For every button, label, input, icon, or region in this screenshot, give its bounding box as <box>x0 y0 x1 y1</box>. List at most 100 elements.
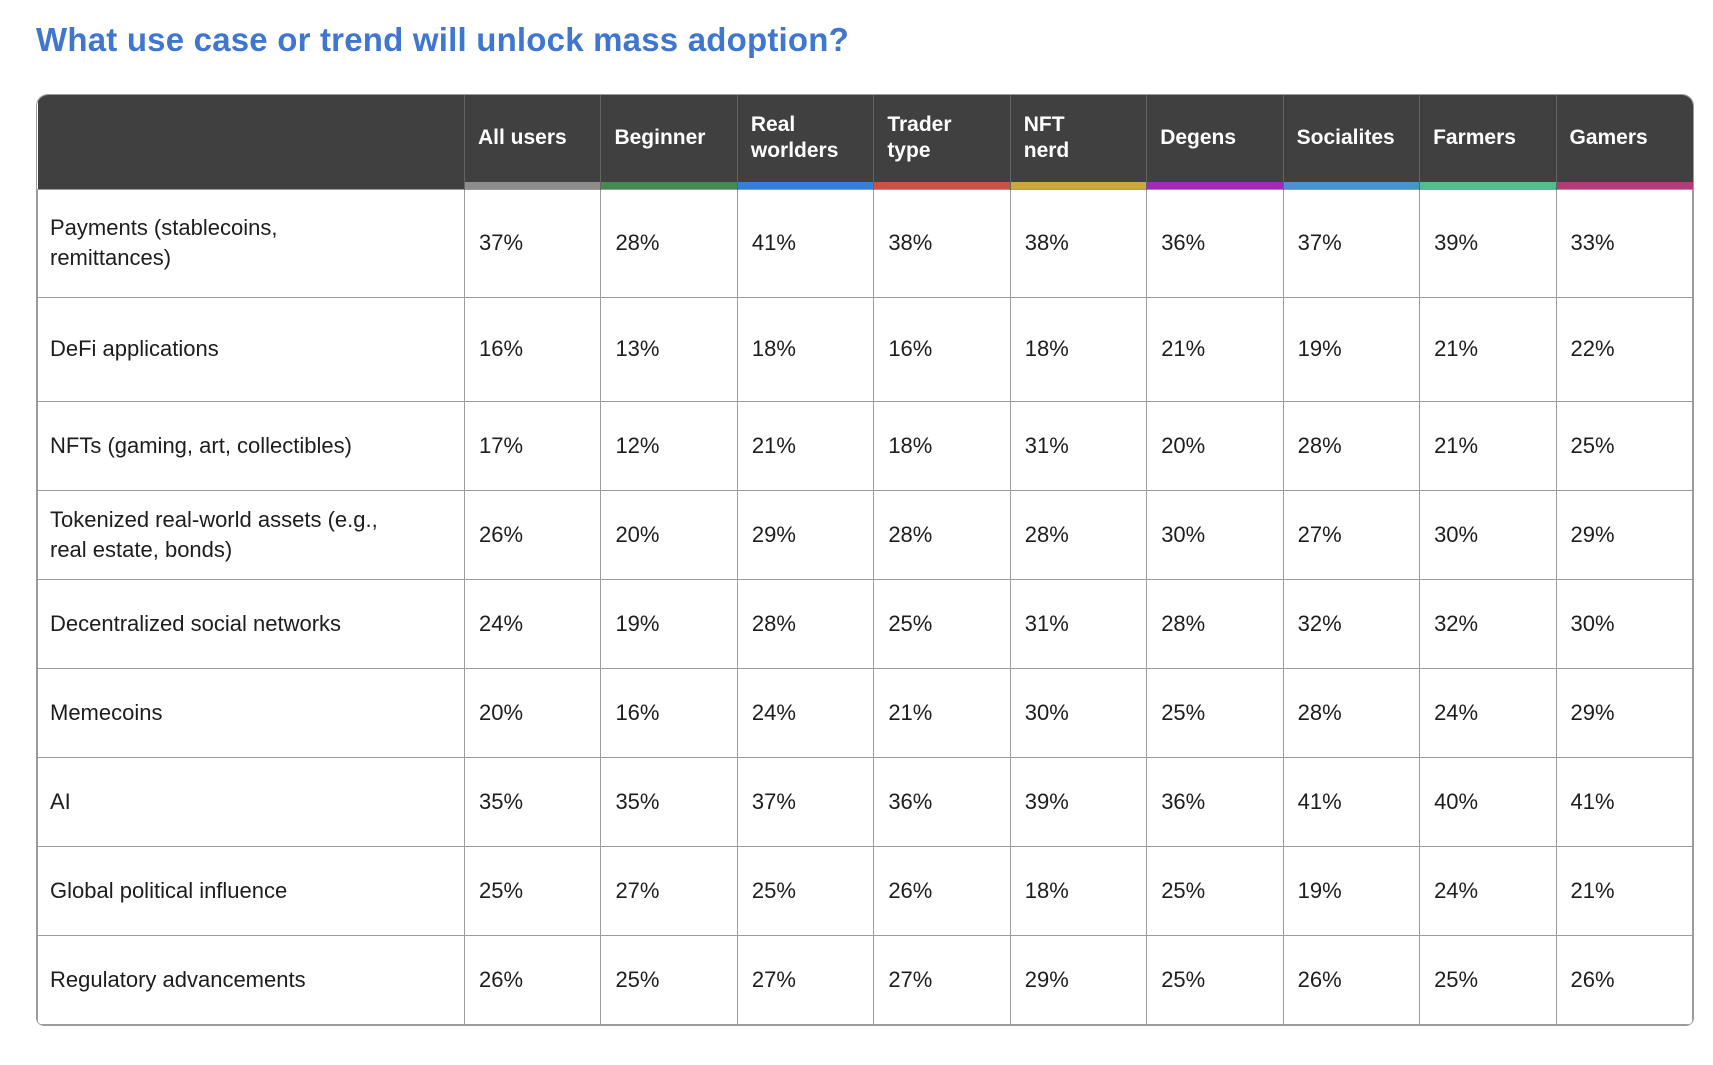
value-cell: 25% <box>736 845 875 936</box>
column-label: Trader type <box>887 112 952 163</box>
value-cell: 39% <box>1419 188 1557 298</box>
value-cell: 27% <box>736 934 875 1025</box>
value-cell: 37% <box>1282 188 1421 298</box>
value-cell: 25% <box>1146 934 1284 1025</box>
corner-cell <box>37 94 465 190</box>
value-cell: 31% <box>1009 578 1148 669</box>
column-header-degens: Degens <box>1146 94 1284 190</box>
value-cell: 29% <box>1555 667 1693 758</box>
value-cell: 18% <box>736 296 875 402</box>
value-cell: 41% <box>1555 756 1693 847</box>
column-accent-bar <box>874 181 1010 189</box>
table-row: Tokenized real-world assets (e.g., real … <box>37 489 1693 580</box>
value-cell: 28% <box>1146 578 1284 669</box>
column-accent-bar <box>1420 181 1556 189</box>
value-cell: 25% <box>1146 845 1284 936</box>
table-body: Payments (stablecoins, remittances) 37% … <box>37 188 1693 1025</box>
results-table: All users Beginner Real worlders Trader … <box>37 94 1693 1025</box>
value-cell: 26% <box>1555 934 1693 1025</box>
value-cell: 40% <box>1419 756 1557 847</box>
value-cell: 37% <box>736 756 875 847</box>
value-cell: 18% <box>1009 296 1148 402</box>
value-cell: 24% <box>1419 667 1557 758</box>
value-cell: 19% <box>600 578 738 669</box>
row-label: Decentralized social networks <box>37 578 465 669</box>
value-cell: 29% <box>1555 489 1693 580</box>
value-cell: 17% <box>463 400 602 491</box>
value-cell: 25% <box>1555 400 1693 491</box>
column-header-all-users: All users <box>463 94 601 190</box>
column-label: Gamers <box>1569 125 1648 149</box>
value-cell: 25% <box>1419 934 1557 1025</box>
column-accent-bar <box>1283 181 1420 189</box>
table-row: NFTs (gaming, art, collectibles) 17% 12%… <box>37 400 1693 491</box>
value-cell: 31% <box>1009 400 1148 491</box>
value-cell: 28% <box>736 578 875 669</box>
table-row: AI 35% 35% 37% 36% 39% 36% 41% 40% 41% <box>37 756 1693 847</box>
row-label: Payments (stablecoins, remittances) <box>37 188 465 298</box>
row-label: NFTs (gaming, art, collectibles) <box>37 400 465 491</box>
value-cell: 19% <box>1282 296 1421 402</box>
column-header-farmers: Farmers <box>1419 94 1556 190</box>
table-row: Decentralized social networks 24% 19% 28… <box>37 578 1693 669</box>
value-cell: 25% <box>873 578 1011 669</box>
row-label: Memecoins <box>37 667 465 758</box>
value-cell: 30% <box>1419 489 1557 580</box>
value-cell: 22% <box>1555 296 1693 402</box>
value-cell: 18% <box>873 400 1011 491</box>
value-cell: 20% <box>463 667 602 758</box>
row-label: DeFi applications <box>37 296 465 402</box>
value-cell: 36% <box>1146 756 1284 847</box>
column-accent-bar <box>737 181 874 189</box>
row-label: Regulatory advancements <box>37 934 465 1025</box>
value-cell: 28% <box>600 188 738 298</box>
value-cell: 28% <box>873 489 1011 580</box>
value-cell: 16% <box>463 296 602 402</box>
value-cell: 24% <box>1419 845 1557 936</box>
value-cell: 20% <box>600 489 738 580</box>
value-cell: 27% <box>600 845 738 936</box>
value-cell: 13% <box>600 296 738 402</box>
column-header-socialites: Socialites <box>1282 94 1420 190</box>
row-label: Tokenized real-world assets (e.g., real … <box>37 489 465 580</box>
value-cell: 36% <box>1146 188 1284 298</box>
table-row: Global political influence 25% 27% 25% 2… <box>37 845 1693 936</box>
value-cell: 29% <box>1009 934 1148 1025</box>
value-cell: 26% <box>873 845 1011 936</box>
table-row: DeFi applications 16% 13% 18% 16% 18% 21… <box>37 296 1693 402</box>
value-cell: 28% <box>1282 400 1421 491</box>
value-cell: 25% <box>463 845 602 936</box>
value-cell: 21% <box>1419 400 1557 491</box>
row-label: Global political influence <box>37 845 465 936</box>
value-cell: 26% <box>463 489 602 580</box>
table-row: Memecoins 20% 16% 24% 21% 30% 25% 28% 24… <box>37 667 1693 758</box>
value-cell: 36% <box>873 756 1011 847</box>
column-header-beginner: Beginner <box>600 94 738 190</box>
value-cell: 21% <box>873 667 1011 758</box>
value-cell: 35% <box>463 756 602 847</box>
value-cell: 41% <box>1282 756 1421 847</box>
column-header-gamers: Gamers <box>1555 94 1693 190</box>
column-header-nft-nerd: NFT nerd <box>1009 94 1147 190</box>
column-accent-bar <box>465 181 601 189</box>
value-cell: 29% <box>736 489 875 580</box>
table-row: Payments (stablecoins, remittances) 37% … <box>37 188 1693 298</box>
column-accent-bar <box>601 181 737 189</box>
column-label: Degens <box>1160 125 1237 149</box>
value-cell: 30% <box>1146 489 1284 580</box>
value-cell: 30% <box>1009 667 1148 758</box>
value-cell: 27% <box>1282 489 1421 580</box>
column-header-trader-type: Trader type <box>873 94 1011 190</box>
column-label: Socialites <box>1296 125 1395 149</box>
value-cell: 25% <box>1146 667 1284 758</box>
column-header-real-worlders: Real worlders <box>736 94 874 190</box>
value-cell: 21% <box>736 400 875 491</box>
column-accent-bar <box>1556 181 1693 189</box>
value-cell: 32% <box>1282 578 1421 669</box>
value-cell: 30% <box>1555 578 1693 669</box>
value-cell: 41% <box>736 188 875 298</box>
value-cell: 18% <box>1009 845 1148 936</box>
row-label: AI <box>37 756 465 847</box>
column-label: Real worlders <box>750 112 839 163</box>
value-cell: 37% <box>463 188 602 298</box>
